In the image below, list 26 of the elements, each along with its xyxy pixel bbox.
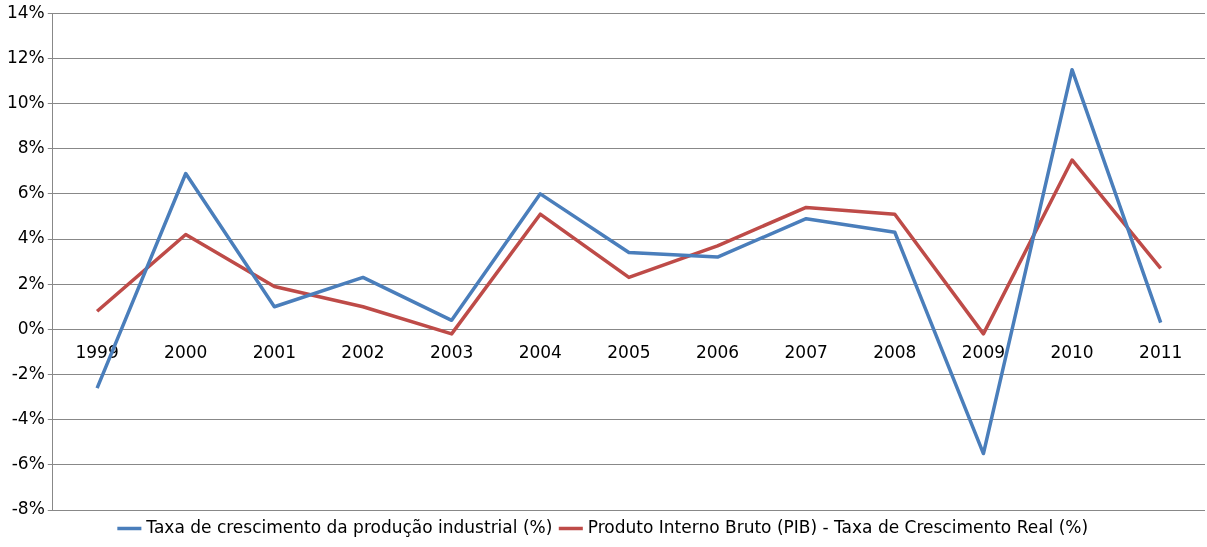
x-tick-label: 2001: [252, 341, 296, 362]
legend-label: Taxa de crescimento da produção industrial (%): [145, 516, 553, 537]
y-tick-label: 0%: [17, 317, 45, 338]
y-tick-label: 6%: [17, 182, 45, 203]
y-tick-label: -4%: [11, 408, 45, 429]
x-tick-label: 2004: [518, 341, 562, 362]
y-tick-label: 4%: [17, 227, 45, 248]
x-tick-label: 2000: [164, 341, 208, 362]
y-tick-label: 14%: [6, 1, 45, 22]
x-tick-label: 2006: [695, 341, 740, 362]
x-tick-label: 2002: [341, 341, 385, 362]
y-tick-label: 2%: [17, 272, 45, 293]
y-tick-label: 10%: [6, 91, 45, 112]
y-tick-label: 8%: [17, 137, 45, 158]
x-tick-label: 2007: [784, 341, 828, 362]
legend-label: Produto Interno Bruto (PIB) - Taxa de Crescimento Real (%): [587, 516, 1089, 537]
x-tick-label: 2003: [430, 341, 474, 362]
x-tick-label: 2005: [607, 341, 651, 362]
x-tick-label: 2010: [1050, 341, 1094, 362]
x-tick-label: 2011: [1139, 341, 1183, 362]
y-tick-label: 12%: [6, 46, 45, 67]
y-tick-label: -8%: [11, 498, 45, 519]
x-tick-label: 2009: [961, 341, 1006, 362]
y-tick-label: -2%: [11, 362, 45, 383]
y-tick-label: -6%: [11, 453, 45, 474]
x-tick-label: 2008: [873, 341, 917, 362]
